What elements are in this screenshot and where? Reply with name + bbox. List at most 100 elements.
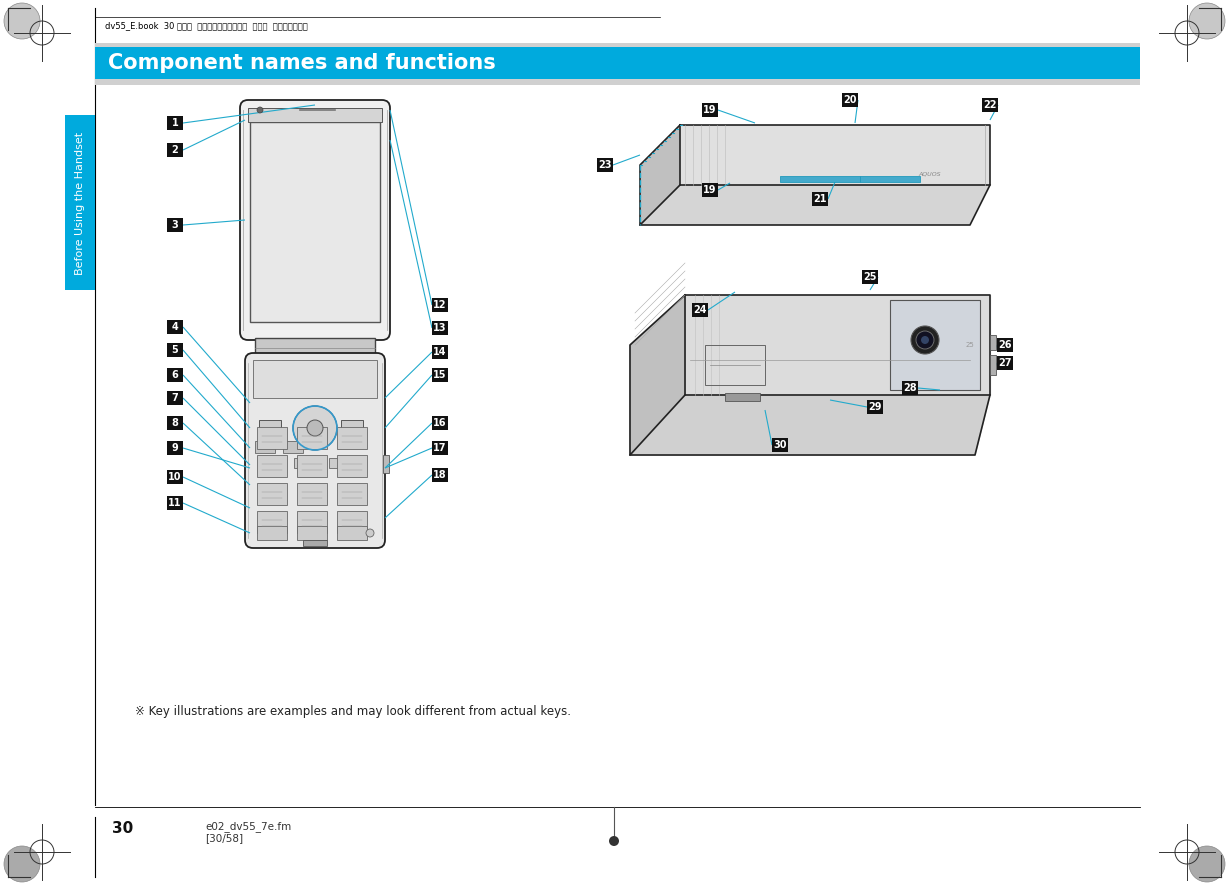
Polygon shape <box>685 295 991 395</box>
Text: 23: 23 <box>599 160 612 170</box>
Bar <box>997 338 1013 352</box>
Text: Before Using the Handset: Before Using the Handset <box>75 132 85 274</box>
Circle shape <box>921 336 929 344</box>
Bar <box>991 335 995 350</box>
Bar <box>248 108 382 122</box>
Bar <box>902 381 918 395</box>
Bar <box>249 122 380 322</box>
Circle shape <box>293 406 337 450</box>
Text: 14: 14 <box>434 347 447 357</box>
Text: 2: 2 <box>172 145 178 155</box>
Bar <box>383 455 390 473</box>
Text: 25: 25 <box>863 272 876 282</box>
Ellipse shape <box>4 846 41 882</box>
Bar <box>297 511 327 533</box>
Text: 25: 25 <box>966 342 975 348</box>
FancyBboxPatch shape <box>240 100 390 340</box>
Text: 19: 19 <box>703 105 717 115</box>
Bar <box>257 526 288 540</box>
Text: 20: 20 <box>843 95 857 105</box>
Bar <box>95 47 1141 79</box>
Bar <box>167 441 183 455</box>
Bar <box>433 416 449 430</box>
Text: 26: 26 <box>998 340 1011 350</box>
Bar <box>997 356 1013 370</box>
Circle shape <box>307 420 323 436</box>
Bar <box>167 368 183 382</box>
Bar <box>167 343 183 357</box>
Text: 3: 3 <box>172 220 178 230</box>
Bar <box>297 483 327 505</box>
Bar <box>705 345 764 385</box>
Bar <box>257 511 288 533</box>
Polygon shape <box>630 395 991 455</box>
Polygon shape <box>640 125 680 225</box>
Bar <box>812 192 828 206</box>
Text: e02_dv55_7e.fm
[30/58]: e02_dv55_7e.fm [30/58] <box>205 821 291 843</box>
Text: 7: 7 <box>172 393 178 403</box>
Circle shape <box>916 331 934 349</box>
Text: 8: 8 <box>172 418 178 428</box>
Text: 5: 5 <box>172 345 178 355</box>
Bar <box>890 300 980 390</box>
Bar <box>257 455 288 477</box>
Text: 29: 29 <box>868 402 881 412</box>
Bar <box>433 468 449 482</box>
Bar <box>297 526 327 540</box>
Polygon shape <box>640 185 991 225</box>
Bar <box>283 441 304 453</box>
Bar <box>257 483 288 505</box>
Text: 18: 18 <box>433 470 447 480</box>
Bar <box>692 303 708 317</box>
Bar <box>340 420 363 436</box>
Text: 16: 16 <box>434 418 447 428</box>
Text: 10: 10 <box>168 472 182 482</box>
Bar <box>304 540 327 546</box>
Text: 12: 12 <box>434 300 447 310</box>
Bar <box>257 427 288 449</box>
Text: 27: 27 <box>998 358 1011 368</box>
Circle shape <box>911 326 939 354</box>
Bar <box>167 416 183 430</box>
Ellipse shape <box>1188 846 1225 882</box>
Text: AQUOS: AQUOS <box>919 172 941 177</box>
Text: 1: 1 <box>172 118 178 128</box>
Bar <box>433 368 449 382</box>
Bar <box>167 320 183 334</box>
Bar <box>433 345 449 359</box>
Bar <box>254 338 375 358</box>
Text: dv55_E.book  30 ページ  ２００８年４月１７日  木曜日  午後２時１２分: dv55_E.book 30 ページ ２００８年４月１７日 木曜日 午後２時１２… <box>104 21 307 30</box>
Text: 21: 21 <box>814 194 827 204</box>
Bar <box>297 455 327 477</box>
Bar <box>337 455 367 477</box>
Bar <box>337 511 367 533</box>
Bar <box>860 176 921 182</box>
Polygon shape <box>630 295 685 455</box>
Bar <box>433 298 449 312</box>
Bar <box>780 176 860 182</box>
Bar <box>167 116 183 130</box>
Bar <box>725 393 760 401</box>
Bar <box>259 420 281 436</box>
Text: 11: 11 <box>168 498 182 508</box>
Bar <box>167 218 183 232</box>
Bar <box>329 458 354 468</box>
Circle shape <box>366 529 374 537</box>
Bar <box>297 427 327 449</box>
Text: 24: 24 <box>693 305 707 315</box>
Bar <box>866 400 882 414</box>
Text: 17: 17 <box>434 443 447 453</box>
Text: 13: 13 <box>434 323 447 333</box>
FancyBboxPatch shape <box>245 353 385 548</box>
Bar <box>65 115 95 290</box>
Text: Component names and functions: Component names and functions <box>108 53 495 73</box>
Circle shape <box>610 836 619 846</box>
Bar <box>167 143 183 157</box>
Ellipse shape <box>1188 3 1225 39</box>
Bar <box>167 470 183 484</box>
Bar <box>702 183 718 197</box>
Text: 30: 30 <box>112 821 133 836</box>
Text: 19: 19 <box>703 185 717 195</box>
Bar <box>842 93 858 107</box>
Text: 6: 6 <box>172 370 178 380</box>
